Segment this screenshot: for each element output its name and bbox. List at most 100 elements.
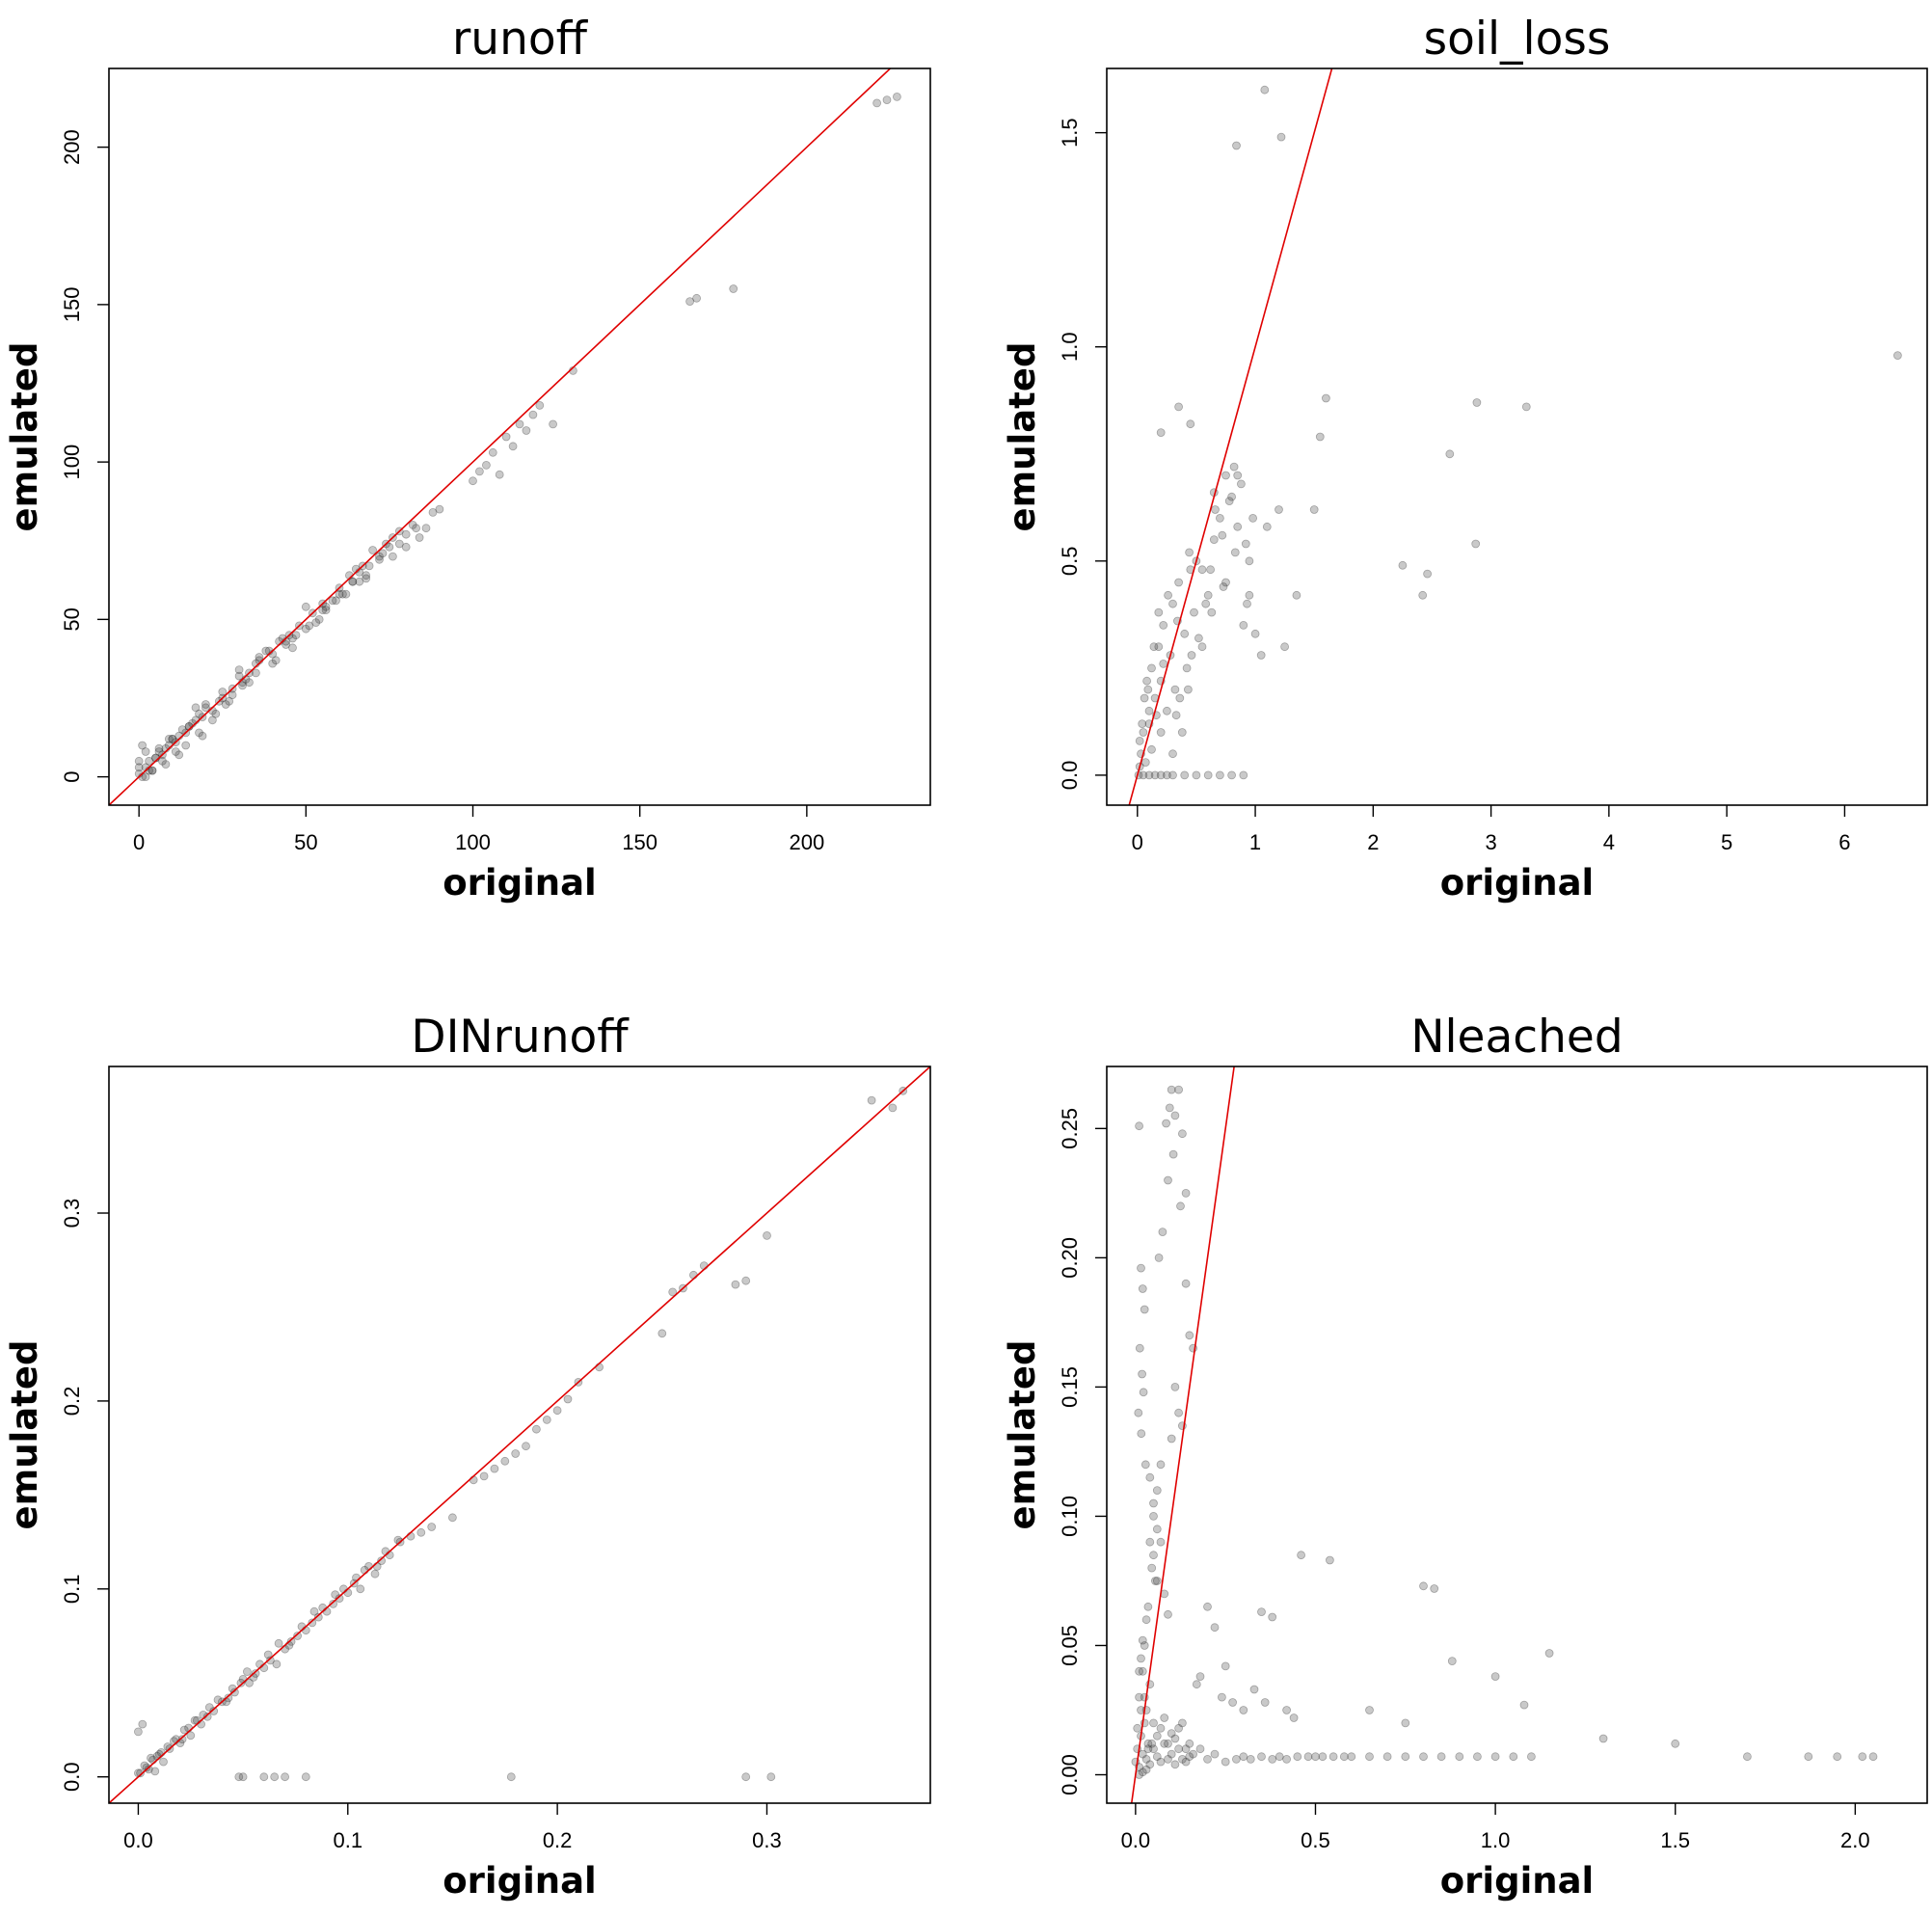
soil-loss-point — [1280, 642, 1289, 652]
nleached-point — [1203, 1755, 1212, 1764]
soil-loss-y-axis-label: emulated — [1002, 342, 1043, 532]
nleached-point — [1401, 1752, 1410, 1762]
nleached-point — [1140, 1305, 1149, 1314]
nleached-point — [1174, 1408, 1183, 1417]
soil-loss-point — [1154, 642, 1164, 652]
nleached-point — [1598, 1734, 1608, 1743]
dinrunoff-point — [190, 1715, 200, 1725]
soil-loss-point — [1260, 85, 1270, 94]
runoff-point — [515, 419, 524, 429]
dinrunoff-point — [150, 1767, 160, 1776]
soil-loss-point — [1893, 351, 1902, 361]
runoff-x-tick-label: 0 — [133, 830, 145, 854]
soil-loss-point — [1163, 706, 1171, 715]
dinrunoff-point — [393, 1535, 403, 1545]
runoff-plot-frame — [108, 67, 931, 806]
nleached-point — [1260, 1698, 1270, 1707]
runoff-points — [134, 93, 901, 781]
dinrunoff-point — [500, 1456, 510, 1466]
soil-loss-point — [1135, 737, 1144, 745]
nleached-y-tick-label: 0.15 — [1058, 1366, 1082, 1408]
dinrunoff-point — [427, 1523, 437, 1531]
nleached-point — [1167, 1434, 1176, 1444]
soil-loss-y-tick-label: 0.0 — [1058, 761, 1082, 791]
soil-loss-point — [1197, 642, 1207, 652]
runoff-point — [201, 703, 210, 713]
nleached-point — [1138, 1666, 1147, 1676]
nleached-point — [1162, 1119, 1170, 1128]
runoff-point — [234, 671, 244, 681]
runoff-point — [549, 419, 557, 429]
nleached-point — [1152, 1486, 1162, 1495]
soil-loss-point — [1140, 693, 1149, 703]
nleached-point — [1189, 1749, 1197, 1759]
soil-loss-point — [1142, 676, 1151, 686]
soil-loss-point — [1139, 728, 1148, 737]
nleached-point — [1147, 1739, 1157, 1748]
dinrunoff-point — [381, 1547, 390, 1556]
nleached-point — [1164, 1739, 1172, 1748]
dinrunoff-point — [668, 1287, 678, 1297]
soil-loss-point — [1275, 505, 1283, 514]
soil-loss-point — [1224, 497, 1234, 505]
runoff-x-axis-label: original — [443, 862, 597, 904]
runoff-point — [729, 284, 738, 293]
soil-loss-point — [1216, 514, 1224, 523]
runoff-point — [177, 725, 187, 734]
runoff-point — [872, 98, 881, 108]
runoff-x-tick-label: 100 — [455, 830, 491, 854]
runoff-point — [337, 589, 347, 599]
nleached-panel: 0.0 0.5 1.0 1.5 2.0 0.00 0.05 0.10 0.15 0.20 0.25 N… — [1002, 1011, 1928, 1902]
dinrunoff-point — [249, 1673, 258, 1682]
soil-loss-point — [1227, 492, 1236, 501]
runoff-point — [154, 747, 164, 756]
dinrunoff-x-tick-label: 0.2 — [543, 1828, 573, 1852]
nleached-point — [1185, 1331, 1194, 1340]
nleached-point — [1218, 1692, 1226, 1702]
nleached-point — [1365, 1752, 1374, 1762]
nleached-y-axis-label: emulated — [1002, 1340, 1043, 1530]
nleached-point — [1156, 1460, 1166, 1470]
dinrunoff-title: DINrunoff — [411, 1011, 630, 1064]
runoff-point — [311, 618, 321, 627]
nleached-point — [1170, 1383, 1180, 1391]
runoff-point — [362, 574, 371, 583]
dinrunoff-point — [238, 1772, 248, 1782]
soil-loss-point — [1233, 471, 1243, 480]
runoff-point — [301, 602, 310, 611]
soil-loss-point — [1472, 398, 1482, 407]
soil-loss-point — [1154, 607, 1164, 617]
dinrunoff-point — [199, 1711, 208, 1719]
soil-loss-y-tick-label: 1.5 — [1058, 118, 1082, 148]
soil-loss-point — [1418, 590, 1428, 600]
nleached-point — [1365, 1706, 1374, 1714]
nleached-point — [1140, 1460, 1150, 1470]
nleached-x-axis-label: original — [1440, 1860, 1595, 1902]
dinrunoff-point — [338, 1584, 348, 1594]
soil-loss-point — [1239, 770, 1248, 780]
soil-loss-panel: 0 1 2 3 4 5 6 0.0 0.5 1.0 1.5 soil_loss original emul… — [1002, 13, 1928, 904]
dinrunoff-y-tick-label: 0.2 — [60, 1387, 84, 1417]
nleached-point — [1170, 1760, 1180, 1769]
dinrunoff-point — [163, 1742, 173, 1751]
dinrunoff-point — [309, 1606, 319, 1616]
dinrunoff-point — [156, 1748, 166, 1757]
soil-loss-point — [1180, 770, 1190, 780]
nleached-point — [1164, 1609, 1172, 1619]
nleached-point — [1154, 1254, 1164, 1262]
runoff-point — [288, 634, 297, 643]
runoff-point — [198, 731, 207, 741]
soil-loss-point — [1230, 548, 1240, 557]
runoff-point — [368, 546, 378, 554]
runoff-point — [378, 549, 388, 558]
nleached-point — [1221, 1661, 1230, 1671]
nleached-x-tick-label: 2.0 — [1840, 1828, 1870, 1852]
runoff-point — [488, 447, 497, 457]
soil-loss-x-tick-label: 5 — [1721, 830, 1732, 854]
soil-loss-point — [1171, 711, 1181, 720]
soil-loss-point — [1149, 642, 1159, 652]
dinrunoff-point — [224, 1693, 233, 1703]
dinrunoff-point — [236, 1678, 246, 1687]
nleached-point — [1134, 1408, 1143, 1417]
nleached-point — [1143, 1602, 1153, 1611]
